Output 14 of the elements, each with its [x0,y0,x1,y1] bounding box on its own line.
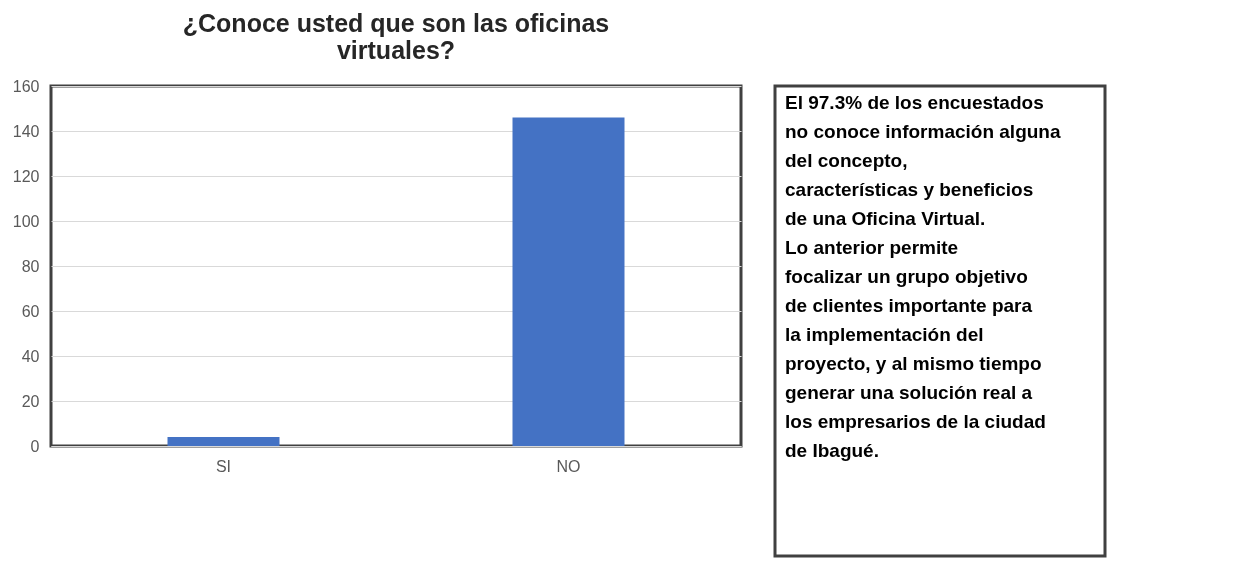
text: El 97.3% de los encuestados no conoce información alguna del concepto, características y beneficios de una Oficina Virtual. [785,92,1061,229]
y-tick-label: 120 [12,167,40,185]
y-tick-label: 160 [12,77,40,95]
y-tick-label: 80 [21,257,40,275]
y-tick-label: 60 [21,302,40,320]
y-tick-label: 140 [12,122,40,140]
text: Lo anterior permite focalizar un grupo objetivo de clientes importante para la implementación del proyecto, y al mismo tiempo generar una solución real a los empresarios de la ciudad de Ibagué. [785,237,1046,461]
x-tick-label: NO [556,457,581,475]
x-tick-label: SI [215,457,232,475]
y-tick-label: 40 [21,347,40,365]
y-tick-label: 0 [30,437,40,455]
chart-title: ¿Conoce usted que son las oficinas virtuales? [182,9,610,64]
y-tick-label: 20 [21,392,40,410]
y-tick-label: 100 [12,212,40,230]
